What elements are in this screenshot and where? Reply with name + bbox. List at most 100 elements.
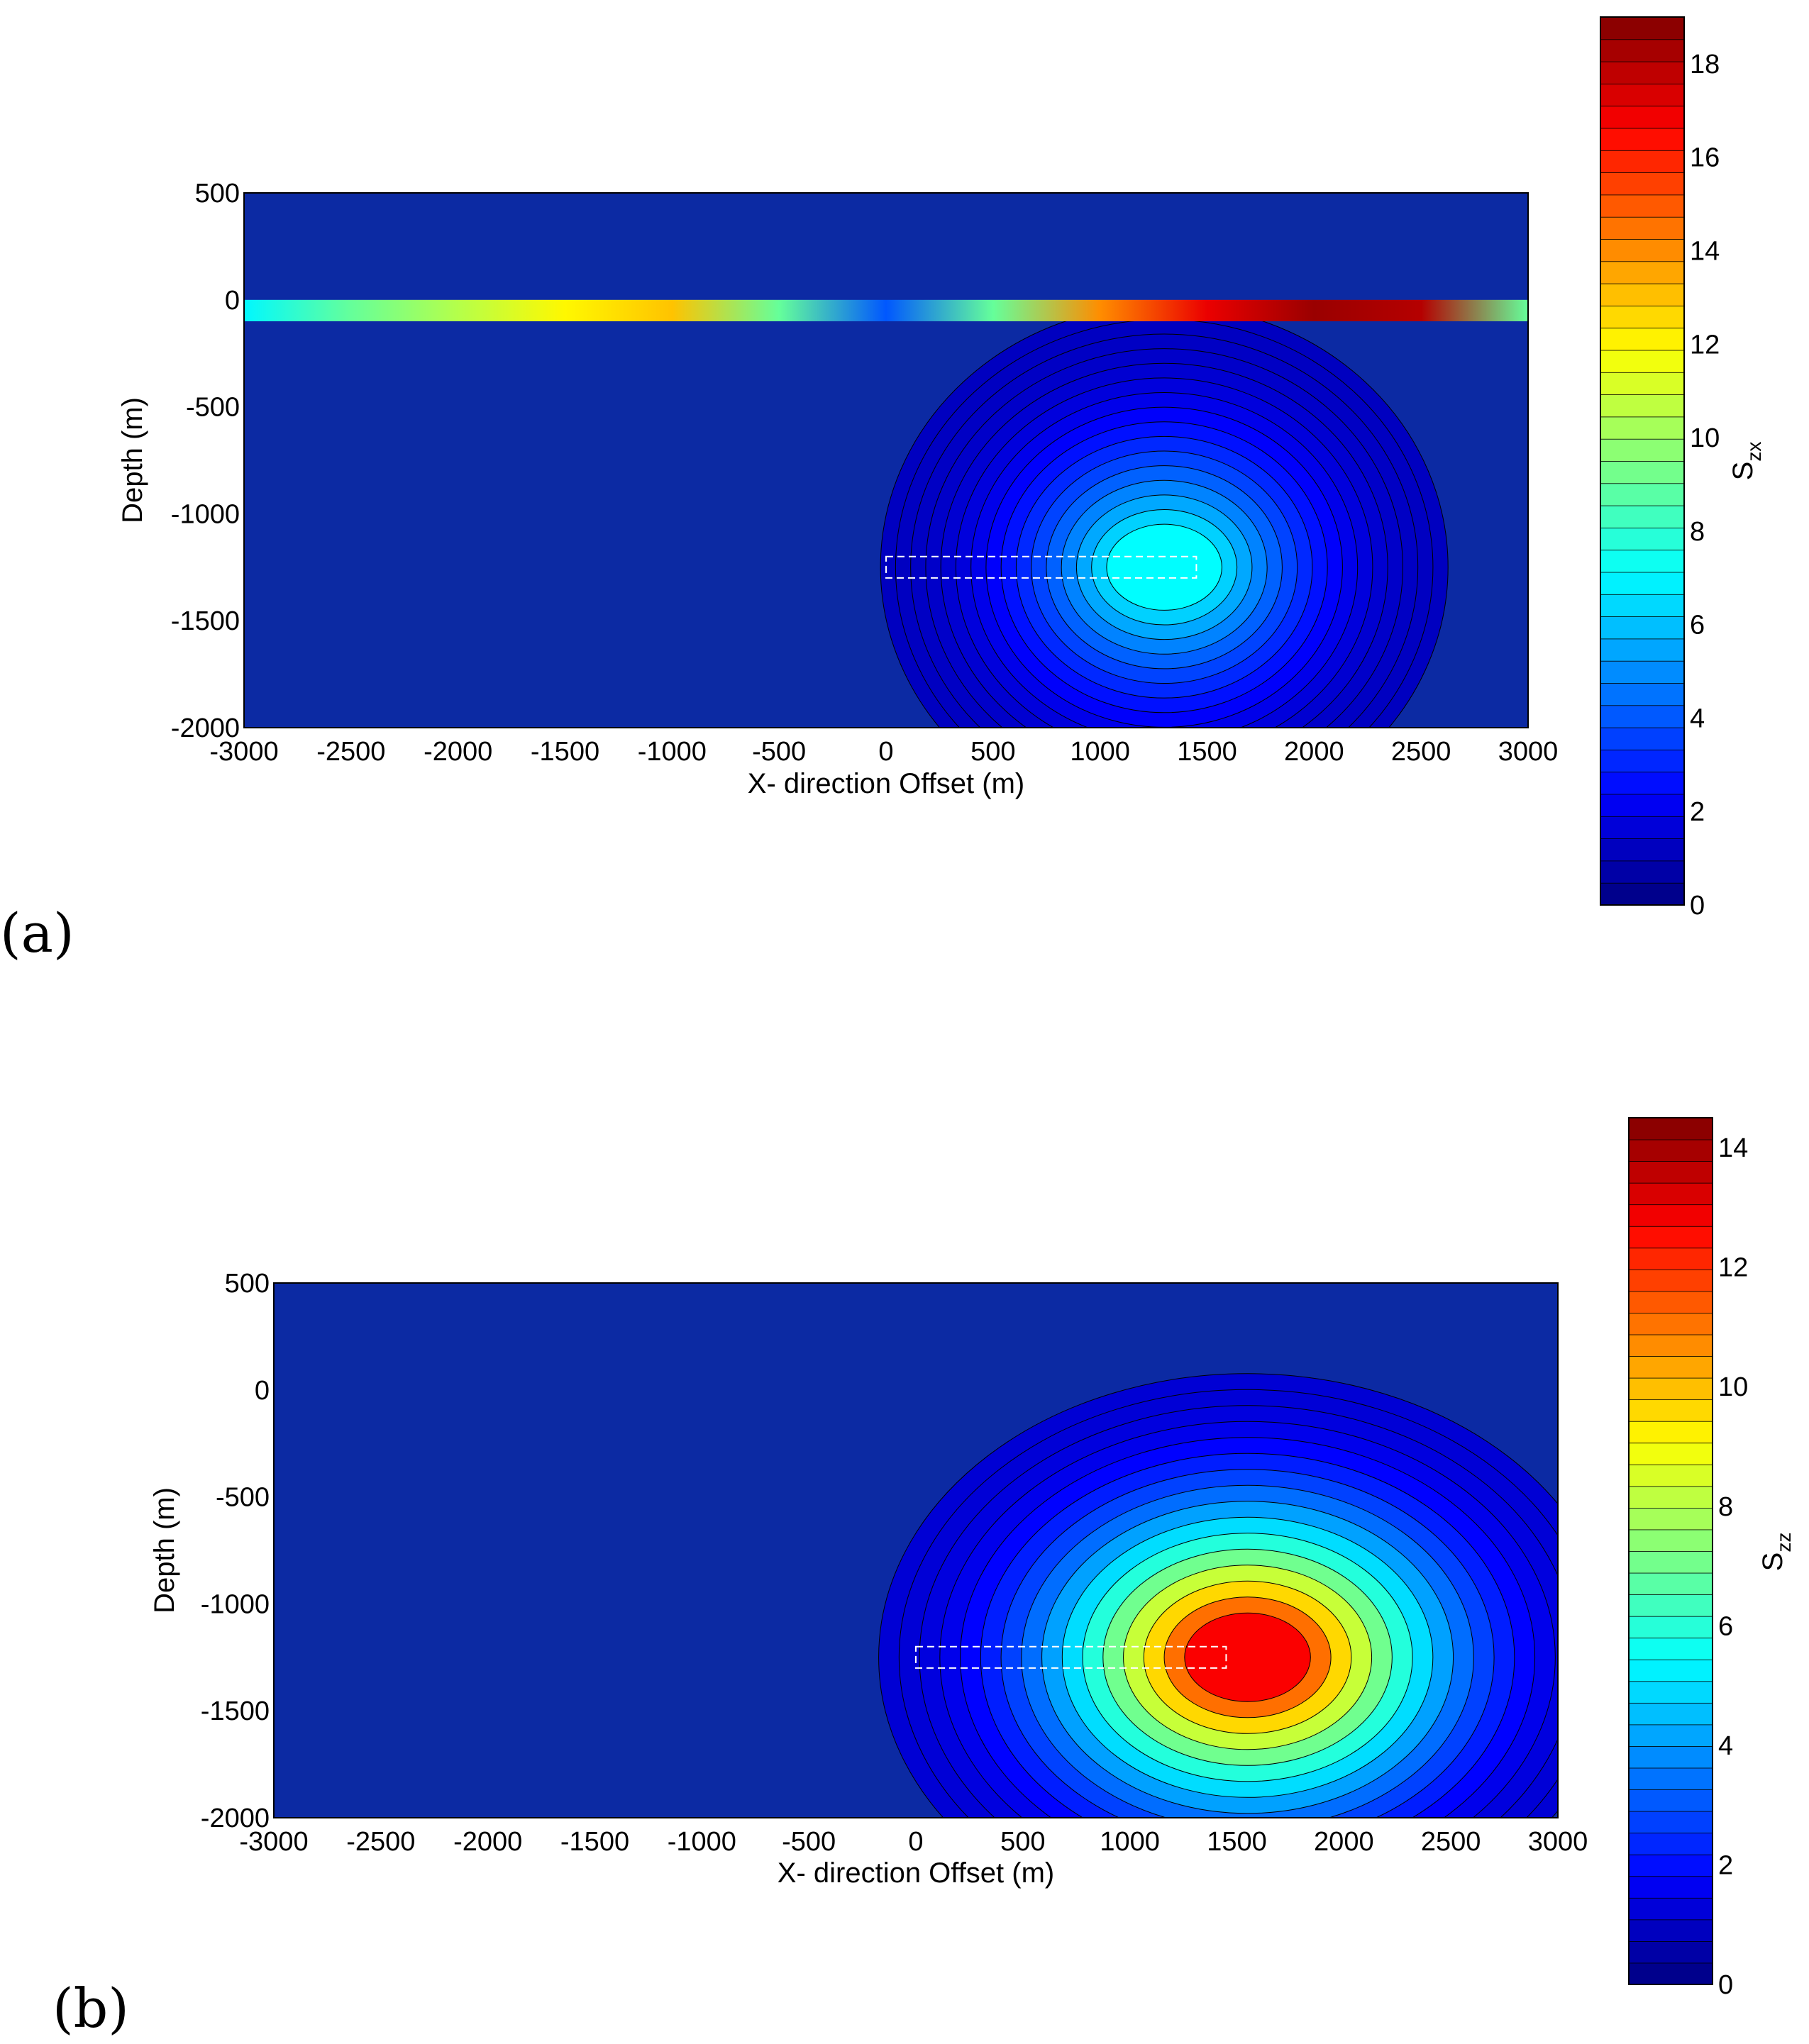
source-outline-b: [915, 1645, 1227, 1669]
colorbar-segment-b-8: [1628, 1789, 1713, 1812]
colorbar-segment-b-20: [1628, 1529, 1713, 1552]
x-tick-b-1: -2500: [346, 1827, 415, 1857]
y-tick-a-4: -1500: [171, 606, 240, 636]
colorbar-segment-b-27: [1628, 1377, 1713, 1401]
colorbar-segment-b-13: [1628, 1680, 1713, 1704]
colorbar-segment-b-28: [1628, 1355, 1713, 1379]
colorbar-segment-a-22: [1600, 394, 1685, 418]
y-tick-labels-b: 500 0 -500 -1000 -1500 -2000: [201, 1269, 270, 1833]
colorbar-ticks-b: 0 2 4 6 8 10 12 14: [1718, 1133, 1748, 2000]
colorbar-segment-a-0: [1600, 882, 1685, 906]
colorbar-label-b: Szz: [1757, 1533, 1795, 1572]
y-axis-label-a: Depth (m): [117, 397, 148, 523]
x-tick-a-12: 3000: [1498, 737, 1559, 767]
colorbar-segment-b-21: [1628, 1507, 1713, 1531]
x-tick-labels-b: -3000 -2500 -2000 -1500 -1000 -500 0 500 1000 150…: [239, 1827, 1588, 1857]
x-tick-a-2: -2000: [424, 737, 492, 767]
colorbar-tick-b-4: 8: [1718, 1492, 1733, 1522]
field-b: [878, 1373, 1558, 1818]
x-tick-b-4: -1000: [668, 1827, 736, 1857]
y-tick-b-2: -500: [216, 1483, 270, 1513]
colorbar-frame-b: [1628, 1117, 1713, 1985]
x-tick-b-0: -3000: [239, 1827, 308, 1857]
colorbar-segment-a-38: [1600, 38, 1685, 62]
colorbar-segment-b-34: [1628, 1226, 1713, 1249]
colorbar-segment-b-14: [1628, 1659, 1713, 1682]
colorbar-segment-b-7: [1628, 1811, 1713, 1834]
y-axis-label-b: Depth (m): [149, 1487, 180, 1613]
colorbar-tick-b-7: 14: [1718, 1133, 1748, 1163]
colorbar-segment-b-15: [1628, 1637, 1713, 1660]
colorbar-segment-a-17: [1600, 505, 1685, 528]
y-tick-b-4: -1500: [201, 1696, 270, 1726]
colorbar-tick-a-9: 18: [1690, 50, 1720, 79]
colorbar-segment-b-0: [1628, 1962, 1713, 1985]
colorbar-segment-a-14: [1600, 572, 1685, 595]
x-tick-a-3: -1500: [531, 737, 599, 767]
colorbar-segment-a-24: [1600, 350, 1685, 373]
x-tick-a-6: 0: [878, 737, 893, 767]
plot-frame-a: [243, 192, 1529, 728]
colorbar-segment-b-29: [1628, 1334, 1713, 1357]
colorbar-tick-b-2: 4: [1718, 1731, 1733, 1761]
colorbar-segment-a-5: [1600, 771, 1685, 795]
x-tick-a-7: 500: [970, 737, 1015, 767]
colorbar-segment-b-4: [1628, 1875, 1713, 1899]
colorbar-segment-a-37: [1600, 61, 1685, 84]
colorbar-segment-b-33: [1628, 1247, 1713, 1270]
colorbar-segment-a-36: [1600, 83, 1685, 107]
colorbar-label-b-sub: zz: [1773, 1533, 1795, 1553]
colorbar-tick-b-3: 6: [1718, 1611, 1733, 1641]
colorbar-segment-b-24: [1628, 1442, 1713, 1465]
colorbar-segment-a-1: [1600, 860, 1685, 884]
colorbar-segment-b-35: [1628, 1204, 1713, 1227]
colorbar-tick-a-1: 2: [1690, 797, 1705, 827]
plot-frame-b: [273, 1282, 1559, 1818]
source-outline-a: [885, 555, 1197, 579]
x-tick-b-5: -500: [782, 1827, 836, 1857]
colorbar-segment-b-38: [1628, 1139, 1713, 1162]
colorbar-segment-b-6: [1628, 1832, 1713, 1855]
colorbar-segment-b-37: [1628, 1160, 1713, 1184]
colorbar-segment-b-11: [1628, 1723, 1713, 1747]
colorbar-segment-b-19: [1628, 1550, 1713, 1574]
colorbar-segment-b-10: [1628, 1745, 1713, 1769]
x-tick-a-8: 1000: [1070, 737, 1130, 767]
y-tick-a-5: -2000: [171, 713, 240, 743]
colorbar-segment-b-39: [1628, 1117, 1713, 1140]
colorbar-segment-a-19: [1600, 460, 1685, 484]
colorbar-tick-b-1: 2: [1718, 1850, 1733, 1880]
panel-a: -3000 -2500 -2000 -1500 -1000 -500 0 500 1000 150…: [0, 16, 1765, 965]
colorbar-segment-a-30: [1600, 216, 1685, 240]
colorbar-segment-b-22: [1628, 1485, 1713, 1509]
colorbar-segment-b-23: [1628, 1464, 1713, 1487]
colorbar-segment-a-11: [1600, 638, 1685, 662]
colorbar-segment-b-12: [1628, 1702, 1713, 1726]
colorbar-label-a-main: S: [1727, 462, 1759, 481]
colorbar-segment-a-3: [1600, 816, 1685, 840]
contour-level-a-15: [1106, 523, 1222, 611]
y-tick-a-3: -1000: [171, 499, 240, 529]
x-tick-b-10: 2000: [1314, 1827, 1374, 1857]
colorbar-frame-a: [1600, 16, 1685, 906]
colorbar-segment-b-16: [1628, 1616, 1713, 1639]
source-rectangle-b: [915, 1645, 1227, 1669]
y-tick-labels-a: 500 0 -500 -1000 -1500 -2000: [171, 179, 240, 743]
colorbar-a: [1600, 16, 1685, 906]
colorbar-segment-a-9: [1600, 682, 1685, 706]
colorbar-segment-a-2: [1600, 838, 1685, 862]
colorbar-tick-b-0: 0: [1718, 1970, 1733, 2000]
colorbar-segment-a-15: [1600, 549, 1685, 573]
field-a: [880, 304, 1449, 728]
x-tick-b-7: 500: [1000, 1827, 1045, 1857]
x-tick-b-12: 3000: [1528, 1827, 1588, 1857]
colorbar-segment-a-4: [1600, 794, 1685, 817]
x-axis-label-b: X- direction Offset (m): [778, 1857, 1054, 1889]
x-tick-a-0: -3000: [209, 737, 278, 767]
source-rectangle-a: [885, 555, 1197, 579]
colorbar-segment-b-30: [1628, 1312, 1713, 1335]
y-tick-a-2: -500: [186, 393, 240, 423]
colorbar-b: [1628, 1117, 1713, 1985]
y-tick-b-0: 500: [225, 1269, 270, 1299]
